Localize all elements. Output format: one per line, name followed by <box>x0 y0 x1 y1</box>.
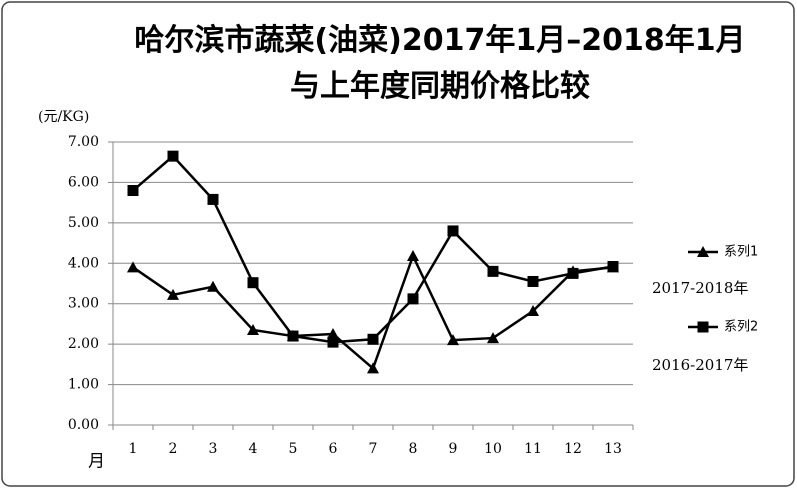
legend-marker <box>697 246 709 257</box>
y-tick-label: 5.00 <box>68 215 99 231</box>
x-tick-label: 6 <box>329 441 338 457</box>
annotation: 2017-2018年 <box>652 279 748 297</box>
data-point <box>527 304 539 316</box>
y-tick-label: 1.00 <box>68 377 99 393</box>
data-point <box>207 280 219 292</box>
x-tick-label: 5 <box>289 441 298 457</box>
x-tick-label: 11 <box>524 441 542 457</box>
data-point <box>327 328 339 340</box>
y-tick-label: 7.00 <box>68 134 99 150</box>
x-axis-label: 月 <box>88 452 105 472</box>
x-tick-label: 8 <box>409 441 418 457</box>
legend-label: 系列2 <box>724 320 758 335</box>
data-point <box>487 265 499 277</box>
data-point <box>167 150 179 162</box>
legend-marker <box>697 321 709 333</box>
data-point <box>447 334 459 346</box>
data-point <box>127 261 139 273</box>
chart-title: 哈尔滨市蔬菜(油菜)2017年1月–2018年1月与上年度同期价格比较 <box>134 23 746 104</box>
data-point <box>567 267 579 279</box>
data-point <box>207 193 219 205</box>
annotation: 2016-2017年 <box>652 356 748 374</box>
x-tick-label: 10 <box>484 441 502 457</box>
y-axis-label: (元/KG) <box>38 109 89 125</box>
data-point <box>447 225 459 237</box>
x-tick-label: 4 <box>249 441 258 457</box>
x-tick-label: 13 <box>604 441 622 457</box>
data-point <box>487 332 499 344</box>
y-tick-label: 4.00 <box>68 255 99 271</box>
data-point <box>287 330 299 342</box>
x-tick-label: 3 <box>209 441 218 457</box>
y-tick-label: 3.00 <box>68 296 99 312</box>
data-point <box>247 277 259 289</box>
y-tick-label: 2.00 <box>68 336 99 352</box>
x-tick-label: 2 <box>169 441 178 457</box>
data-point <box>247 323 259 335</box>
x-tick-label: 12 <box>564 441 582 457</box>
data-point <box>327 336 339 348</box>
x-tick-label: 7 <box>369 441 378 457</box>
x-tick-label: 9 <box>449 441 458 457</box>
legend-label: 系列1 <box>724 245 758 260</box>
data-point <box>407 250 419 262</box>
data-point <box>367 333 379 345</box>
x-tick-label: 1 <box>129 441 138 457</box>
data-point <box>167 288 179 300</box>
data-point <box>367 362 379 374</box>
y-tick-label: 0.00 <box>68 417 99 433</box>
data-point <box>407 293 419 305</box>
y-tick-label: 6.00 <box>68 174 99 190</box>
data-point <box>127 185 139 197</box>
data-point <box>527 275 539 287</box>
data-point <box>607 261 619 273</box>
